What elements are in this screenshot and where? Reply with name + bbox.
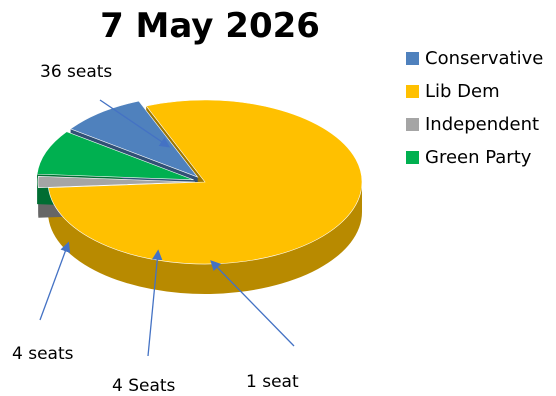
data-label-conservative: 4 seats bbox=[12, 344, 74, 364]
legend: Conservative Lib Dem Independent Green P… bbox=[406, 42, 543, 174]
slice-wall-lib-dem-0 bbox=[48, 182, 362, 295]
chart-title: 7 May 2026 bbox=[100, 6, 320, 46]
legend-swatch-independent bbox=[406, 118, 419, 131]
slice-lib-dem bbox=[48, 99, 363, 265]
legend-swatch-lib-dem bbox=[406, 85, 419, 98]
leader-line-conservative bbox=[39, 241, 71, 321]
data-label-independent: 1 seat bbox=[246, 372, 299, 392]
legend-swatch-conservative bbox=[406, 52, 419, 65]
leader-line-green-party bbox=[147, 249, 163, 357]
slice-independent bbox=[37, 175, 196, 189]
legend-label-lib-dem: Lib Dem bbox=[425, 81, 500, 102]
legend-item-independent: Independent bbox=[406, 108, 543, 141]
data-label-green-party: 4 Seats bbox=[112, 376, 176, 396]
legend-label-conservative: Conservative bbox=[425, 48, 544, 69]
legend-swatch-green-party bbox=[406, 151, 419, 164]
data-label-lib-dem: 36 seats bbox=[40, 62, 113, 82]
slice-green-party bbox=[36, 131, 194, 181]
legend-item-green-party: Green Party bbox=[406, 141, 543, 174]
leader-line-independent bbox=[210, 260, 295, 347]
slice-conservative bbox=[69, 100, 199, 178]
legend-item-conservative: Conservative bbox=[406, 42, 543, 75]
legend-label-green-party: Green Party bbox=[425, 147, 532, 168]
legend-item-lib-dem: Lib Dem bbox=[406, 75, 543, 108]
leader-line-lib-dem bbox=[99, 99, 171, 148]
legend-label-independent: Independent bbox=[425, 114, 540, 135]
